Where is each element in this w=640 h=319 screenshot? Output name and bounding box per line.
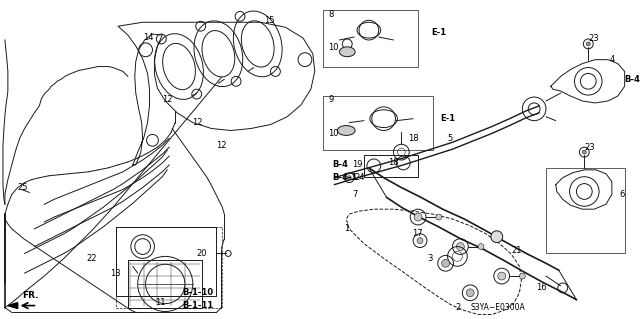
Text: 16: 16	[536, 283, 547, 293]
Circle shape	[348, 176, 351, 180]
Bar	[546, 168, 625, 253]
Text: 23: 23	[584, 143, 595, 152]
Text: 8: 8	[328, 10, 334, 19]
Text: 5: 5	[447, 134, 453, 143]
Text: FR.: FR.	[22, 291, 38, 300]
Circle shape	[456, 243, 464, 250]
Text: 14: 14	[143, 33, 153, 41]
Bar	[364, 155, 418, 177]
Text: 21: 21	[511, 246, 522, 255]
Circle shape	[491, 231, 502, 243]
Text: 12: 12	[163, 94, 173, 103]
Text: 9: 9	[328, 95, 334, 105]
Text: 17: 17	[412, 229, 423, 238]
Text: S3YA−E0300A: S3YA−E0300A	[470, 303, 525, 312]
Circle shape	[478, 244, 484, 249]
Bar	[116, 227, 222, 308]
Text: 23: 23	[588, 34, 599, 43]
Text: 10: 10	[328, 43, 339, 52]
Text: 12: 12	[216, 141, 227, 150]
Circle shape	[414, 213, 422, 221]
Text: 25: 25	[18, 183, 28, 192]
Text: 2: 2	[455, 303, 460, 312]
Text: B-4: B-4	[333, 160, 348, 169]
Text: 6: 6	[620, 190, 625, 199]
Text: 10: 10	[328, 129, 339, 138]
Circle shape	[436, 214, 442, 220]
Bar	[323, 11, 418, 67]
Text: B-1-11: B-1-11	[182, 301, 213, 310]
Text: 4: 4	[610, 55, 615, 64]
Circle shape	[442, 259, 449, 267]
Text: 20: 20	[196, 249, 207, 258]
Text: B-1-10: B-1-10	[182, 288, 213, 297]
Text: 24: 24	[354, 173, 365, 182]
Text: 15: 15	[264, 16, 274, 25]
Ellipse shape	[339, 47, 355, 57]
Text: 1: 1	[344, 224, 349, 234]
Text: B-4-1: B-4-1	[333, 173, 358, 182]
Text: B-4: B-4	[625, 75, 640, 84]
Bar	[128, 260, 202, 308]
Text: 18: 18	[388, 159, 399, 167]
Circle shape	[582, 150, 586, 154]
Circle shape	[498, 272, 506, 280]
Circle shape	[586, 42, 590, 46]
Circle shape	[520, 273, 525, 279]
Text: 11: 11	[156, 298, 166, 307]
Text: 18: 18	[408, 134, 419, 143]
Circle shape	[467, 289, 474, 297]
Bar	[116, 227, 216, 296]
Circle shape	[417, 238, 423, 244]
Text: 7: 7	[352, 190, 358, 199]
Text: 13: 13	[110, 269, 121, 278]
Bar	[323, 96, 433, 150]
Text: 22: 22	[86, 254, 97, 263]
Polygon shape	[8, 303, 18, 308]
Text: E-1: E-1	[441, 114, 456, 123]
Text: 3: 3	[428, 254, 433, 263]
Text: E-1: E-1	[431, 28, 446, 37]
Text: 12: 12	[192, 118, 202, 127]
Ellipse shape	[337, 126, 355, 135]
Text: 19: 19	[352, 160, 363, 169]
